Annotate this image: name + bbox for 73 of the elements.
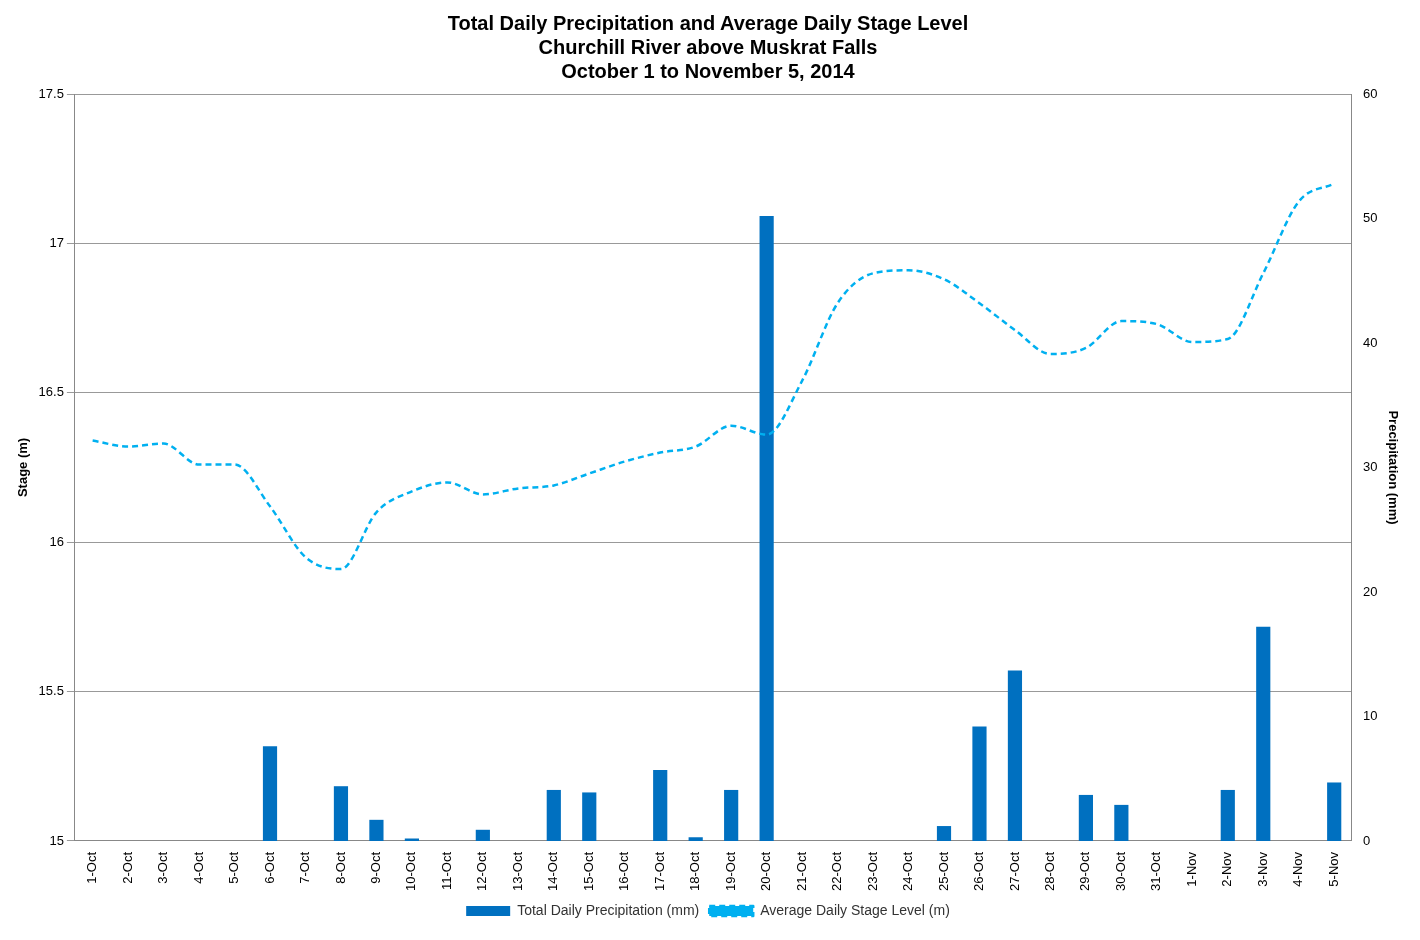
- x-tick-label: 3-Nov: [1254, 851, 1270, 887]
- bar: [759, 216, 774, 841]
- x-tick-label: 16-Oct: [616, 851, 632, 891]
- bar: [1078, 794, 1093, 841]
- x-tick-label: 7-Oct: [297, 851, 313, 884]
- bar: [404, 838, 419, 841]
- x-tick-label: 8-Oct: [332, 851, 348, 884]
- bar: [688, 837, 703, 841]
- x-tick-label: 18-Oct: [687, 851, 703, 891]
- x-tick-label: 6-Oct: [261, 851, 277, 884]
- bar: [475, 829, 490, 841]
- x-tick-label: 15-Oct: [580, 851, 596, 891]
- x-tick-label: 2-Nov: [1219, 851, 1235, 887]
- x-tick-label: 11-Oct: [438, 851, 454, 891]
- bar: [333, 786, 349, 841]
- x-tick-label: 29-Oct: [1077, 851, 1093, 891]
- bar: [1327, 782, 1342, 841]
- legend-label: Total Daily Precipitation (mm): [517, 901, 700, 918]
- bar: [369, 819, 384, 841]
- x-tick-label: 2-Oct: [119, 851, 135, 884]
- x-tick-label: 5-Oct: [226, 851, 242, 884]
- x-tick-label: 31-Oct: [1148, 851, 1164, 891]
- x-tick-label: 1-Nov: [1183, 851, 1199, 887]
- y-tick-label: 16.5: [38, 384, 64, 400]
- x-tick-label: 9-Oct: [368, 851, 383, 884]
- x-tick-label: 23-Oct: [864, 851, 880, 891]
- bar: [972, 726, 987, 841]
- y-tick-label: 15.5: [38, 683, 64, 699]
- x-tick-label: 1-Oct: [84, 851, 100, 884]
- x-tick-label: 19-Oct: [722, 851, 738, 891]
- bar: [1007, 670, 1023, 841]
- bar: [936, 826, 952, 841]
- x-tick-label: 14-Oct: [545, 851, 561, 891]
- y2-axis-title: Precipitation (mm): [1385, 410, 1401, 525]
- y2-tick-label: 60: [1362, 85, 1378, 101]
- bar: [1220, 789, 1235, 841]
- bar: [1114, 804, 1129, 841]
- y-tick-label: 17: [49, 234, 64, 250]
- y-tick-label: 15: [49, 832, 64, 848]
- x-tick-label: 24-Oct: [900, 851, 916, 891]
- y2-tick-label: 10: [1362, 708, 1378, 724]
- legend-label: Average Daily Stage Level (m): [760, 901, 950, 918]
- bar: [1256, 626, 1271, 841]
- bar: [653, 770, 668, 841]
- x-tick-label: 20-Oct: [758, 851, 774, 891]
- x-tick-label: 30-Oct: [1112, 851, 1128, 891]
- x-tick-label: 27-Oct: [1006, 851, 1022, 891]
- y-axis-title: Stage (m): [15, 437, 31, 498]
- y-tick-label: 17.5: [38, 85, 64, 101]
- x-tick-label: 3-Oct: [155, 851, 171, 884]
- y-tick-label: 16: [49, 533, 64, 549]
- y2-tick-label: 40: [1362, 334, 1378, 350]
- x-tick-label: 5-Nov: [1325, 851, 1341, 887]
- bar: [262, 746, 278, 841]
- x-tick-label: 4-Nov: [1290, 851, 1306, 887]
- x-tick-label: 25-Oct: [935, 851, 951, 891]
- y2-tick-label: 50: [1362, 210, 1378, 226]
- y2-tick-label: 0: [1362, 832, 1371, 848]
- x-tick-label: 26-Oct: [971, 851, 987, 891]
- x-tick-label: 17-Oct: [651, 851, 667, 891]
- bar: [546, 789, 561, 841]
- x-tick-label: 4-Oct: [190, 851, 206, 884]
- y2-tick-label: 30: [1362, 459, 1378, 475]
- x-tick-label: 22-Oct: [829, 851, 845, 891]
- x-tick-label: 13-Oct: [509, 851, 525, 891]
- x-tick-label: 12-Oct: [474, 851, 490, 891]
- x-tick-label: 21-Oct: [793, 851, 809, 891]
- y2-tick-label: 20: [1362, 583, 1378, 599]
- bar: [724, 789, 739, 841]
- bar: [582, 792, 597, 841]
- chart-title: Total Daily Precipitation and Average Daily Stage Level Churchill River above Muskrat Falls October 1 to November 5, 2014: [447, 11, 969, 82]
- x-tick-label: 10-Oct: [403, 851, 419, 891]
- x-tick-label: 28-Oct: [1042, 851, 1057, 891]
